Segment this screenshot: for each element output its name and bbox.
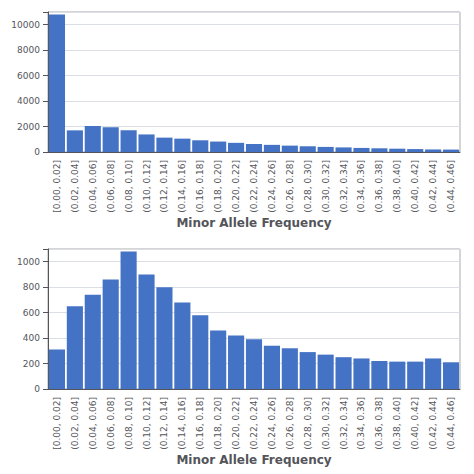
svg-text:(0.20, 0.22]: (0.20, 0.22] <box>231 397 241 450</box>
svg-text:(0.08, 0.10]: (0.08, 0.10] <box>124 397 134 450</box>
svg-text:(0.28, 0.30]: (0.28, 0.30] <box>303 160 313 213</box>
svg-text:(0.16, 0.18]: (0.16, 0.18] <box>195 160 205 213</box>
svg-text:(0.06, 0.08]: (0.06, 0.08] <box>106 160 116 213</box>
svg-text:(0.10, 0.12]: (0.10, 0.12] <box>142 397 152 450</box>
svg-text:Minor Allele Frequency: Minor Allele Frequency <box>176 453 331 467</box>
svg-text:(0.24, 0.26]: (0.24, 0.26] <box>267 397 277 450</box>
svg-text:(0.04, 0.06]: (0.04, 0.06] <box>88 160 98 213</box>
svg-text:(0.24, 0.26]: (0.24, 0.26] <box>267 160 277 213</box>
svg-text:(0.18, 0.20]: (0.18, 0.20] <box>213 160 223 213</box>
svg-text:(0.36, 0.38]: (0.36, 0.38] <box>374 397 384 450</box>
svg-text:(0.40, 0.42]: (0.40, 0.42] <box>410 160 420 213</box>
svg-text:200: 200 <box>23 359 40 369</box>
svg-text:(0.20, 0.22]: (0.20, 0.22] <box>231 160 241 213</box>
svg-text:(0.22, 0.24]: (0.22, 0.24] <box>249 160 259 213</box>
svg-text:8000: 8000 <box>17 45 40 55</box>
svg-text:[0.00, 0.02]: [0.00, 0.02] <box>52 397 62 450</box>
svg-text:(0.10, 0.12]: (0.10, 0.12] <box>142 160 152 213</box>
svg-text:0: 0 <box>34 147 40 157</box>
svg-text:600: 600 <box>23 308 40 318</box>
svg-text:(0.30, 0.32]: (0.30, 0.32] <box>321 160 331 213</box>
svg-text:(0.44, 0.46]: (0.44, 0.46] <box>446 397 456 450</box>
svg-text:(0.30, 0.32]: (0.30, 0.32] <box>321 397 331 450</box>
svg-text:(0.04, 0.06]: (0.04, 0.06] <box>88 397 98 450</box>
svg-text:(0.14, 0.16]: (0.14, 0.16] <box>177 397 187 450</box>
svg-text:(0.12, 0.14]: (0.12, 0.14] <box>159 160 169 213</box>
svg-text:(0.26, 0.28]: (0.26, 0.28] <box>285 397 295 450</box>
svg-text:(0.18, 0.20]: (0.18, 0.20] <box>213 397 223 450</box>
svg-text:(0.32, 0.34]: (0.32, 0.34] <box>339 160 349 213</box>
svg-text:(0.44, 0.46]: (0.44, 0.46] <box>446 160 456 213</box>
svg-text:6000: 6000 <box>17 71 40 81</box>
svg-text:800: 800 <box>23 282 40 292</box>
svg-text:(0.32, 0.34]: (0.32, 0.34] <box>339 397 349 450</box>
svg-text:4000: 4000 <box>17 96 40 106</box>
svg-text:0: 0 <box>34 384 40 394</box>
svg-text:(0.40, 0.42]: (0.40, 0.42] <box>410 397 420 450</box>
svg-text:(0.08, 0.10]: (0.08, 0.10] <box>124 160 134 213</box>
svg-text:(0.28, 0.30]: (0.28, 0.30] <box>303 397 313 450</box>
svg-text:(0.02, 0.04]: (0.02, 0.04] <box>70 160 80 213</box>
svg-text:(0.06, 0.08]: (0.06, 0.08] <box>106 397 116 450</box>
svg-text:Minor Allele Frequency: Minor Allele Frequency <box>176 216 331 230</box>
svg-text:[0.00, 0.02]: [0.00, 0.02] <box>52 160 62 213</box>
svg-text:2000: 2000 <box>17 122 40 132</box>
svg-text:10000: 10000 <box>11 20 40 30</box>
svg-text:(0.36, 0.38]: (0.36, 0.38] <box>374 160 384 213</box>
svg-text:(0.02, 0.04]: (0.02, 0.04] <box>70 397 80 450</box>
svg-text:(0.42, 0.44]: (0.42, 0.44] <box>428 160 438 213</box>
svg-text:(0.26, 0.28]: (0.26, 0.28] <box>285 160 295 213</box>
svg-text:(0.12, 0.14]: (0.12, 0.14] <box>159 397 169 450</box>
svg-text:(0.14, 0.16]: (0.14, 0.16] <box>177 160 187 213</box>
svg-text:(0.42, 0.44]: (0.42, 0.44] <box>428 397 438 450</box>
svg-text:1000: 1000 <box>17 257 40 267</box>
svg-text:(0.22, 0.24]: (0.22, 0.24] <box>249 397 259 450</box>
svg-text:(0.16, 0.18]: (0.16, 0.18] <box>195 397 205 450</box>
svg-text:(0.38, 0.40]: (0.38, 0.40] <box>392 397 402 450</box>
svg-text:400: 400 <box>23 333 40 343</box>
svg-text:(0.34, 0.36]: (0.34, 0.36] <box>356 397 366 450</box>
svg-text:(0.34, 0.36]: (0.34, 0.36] <box>356 160 366 213</box>
svg-text:(0.38, 0.40]: (0.38, 0.40] <box>392 160 402 213</box>
